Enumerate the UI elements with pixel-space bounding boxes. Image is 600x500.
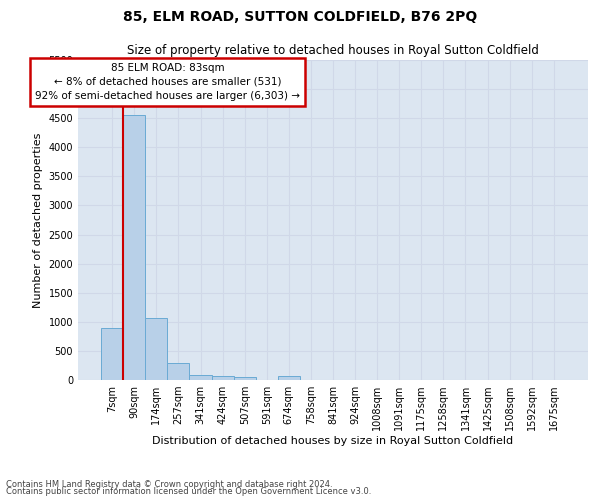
Text: 85 ELM ROAD: 83sqm
← 8% of detached houses are smaller (531)
92% of semi-detache: 85 ELM ROAD: 83sqm ← 8% of detached hous…	[35, 63, 300, 101]
Bar	[212, 376, 233, 380]
Bar	[101, 328, 123, 380]
Bar	[278, 376, 300, 380]
Text: Contains HM Land Registry data © Crown copyright and database right 2024.: Contains HM Land Registry data © Crown c…	[6, 480, 332, 489]
Bar	[145, 318, 167, 380]
Text: 85, ELM ROAD, SUTTON COLDFIELD, B76 2PQ: 85, ELM ROAD, SUTTON COLDFIELD, B76 2PQ	[123, 10, 477, 24]
Bar	[190, 376, 212, 380]
Y-axis label: Number of detached properties: Number of detached properties	[33, 132, 43, 308]
Title: Size of property relative to detached houses in Royal Sutton Coldfield: Size of property relative to detached ho…	[127, 44, 539, 58]
Bar	[167, 363, 190, 380]
Bar	[233, 377, 256, 380]
X-axis label: Distribution of detached houses by size in Royal Sutton Coldfield: Distribution of detached houses by size …	[152, 436, 514, 446]
Text: Contains public sector information licensed under the Open Government Licence v3: Contains public sector information licen…	[6, 488, 371, 496]
Bar	[123, 114, 145, 380]
